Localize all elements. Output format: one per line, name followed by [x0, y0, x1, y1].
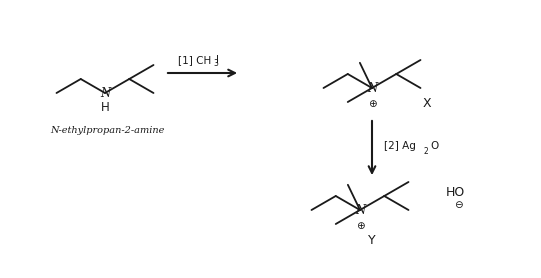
Text: O: O	[430, 141, 438, 151]
Text: [1] CH: [1] CH	[179, 55, 212, 65]
Text: 2: 2	[424, 147, 429, 155]
Text: [2] Ag: [2] Ag	[384, 141, 416, 151]
Text: I: I	[216, 55, 219, 65]
Text: HO: HO	[445, 185, 465, 198]
Text: ⊖: ⊖	[453, 200, 463, 210]
Text: N: N	[355, 203, 365, 217]
Text: Y: Y	[368, 234, 376, 247]
Text: ⊕: ⊕	[355, 221, 365, 231]
Text: N: N	[367, 81, 377, 95]
Text: N-ethylpropan-2-amine: N-ethylpropan-2-amine	[50, 125, 164, 135]
Text: 3: 3	[213, 59, 218, 68]
Text: N: N	[100, 86, 110, 100]
Text: X: X	[423, 96, 431, 110]
Text: H: H	[101, 101, 109, 113]
Text: ⊕: ⊕	[368, 99, 377, 109]
